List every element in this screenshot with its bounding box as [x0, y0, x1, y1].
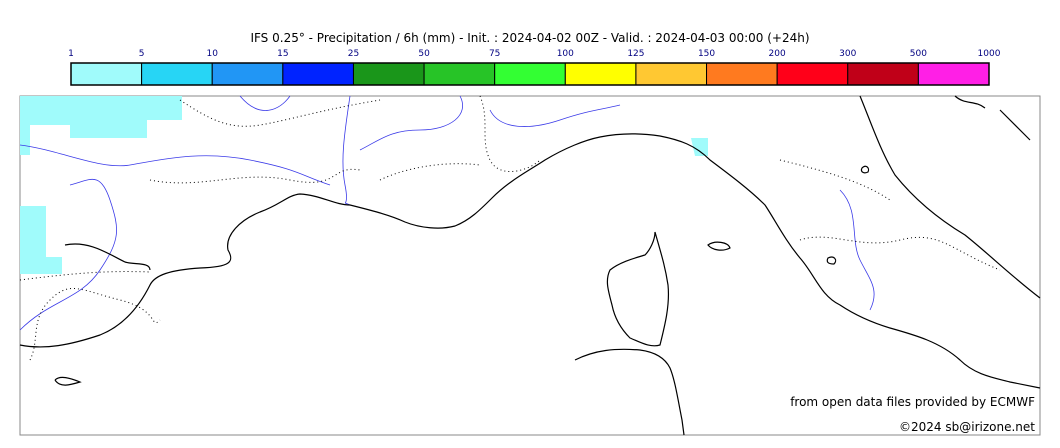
colorbar-bin: [635, 62, 708, 86]
coastlines: [19, 95, 1041, 436]
colorbar-label: 200: [769, 49, 786, 59]
colorbar-label: 15: [277, 49, 288, 59]
colorbar-bin: [352, 62, 425, 86]
colorbar: 1 5 10 15 25 50 75 100 125 150 200 300 500 1000: [68, 49, 1001, 86]
author-credit: ©2024 sb@irizone.net: [899, 420, 1035, 434]
precip-area: [20, 206, 62, 274]
source-credit: from open data files provided by ECMWF: [790, 395, 1035, 409]
colorbar-frame: [70, 62, 990, 86]
borders: [19, 95, 1001, 361]
colorbar-bin: [494, 62, 566, 86]
precip-area: [20, 96, 182, 155]
map-frame: [19, 95, 1041, 436]
colorbar-label: 75: [489, 49, 500, 59]
colorbar-bin: [282, 62, 354, 86]
colorbar-bin: [423, 62, 496, 86]
colorbar-label: 1: [68, 49, 74, 59]
precip-area: [691, 138, 708, 156]
colorbar-bin: [70, 62, 143, 86]
map: [19, 95, 1041, 436]
colorbar-label: 500: [910, 49, 927, 59]
colorbar-label: 1000: [978, 49, 1001, 59]
colorbar-label: 125: [627, 49, 644, 59]
colorbar-label: 25: [348, 49, 359, 59]
colorbar-bin: [141, 62, 213, 86]
precip-areas: [20, 96, 708, 274]
colorbar-bin: [706, 62, 778, 86]
rivers: [19, 95, 875, 331]
colorbar-bin: [847, 62, 919, 86]
colorbar-label: 300: [839, 49, 856, 59]
colorbar-bin: [211, 62, 284, 86]
colorbar-bin: [917, 62, 990, 86]
title: IFS 0.25° - Precipitation / 6h (mm) - In…: [250, 31, 809, 45]
colorbar-label: 50: [418, 49, 430, 59]
colorbar-label: 5: [139, 49, 145, 59]
colorbar-bin: [564, 62, 637, 86]
colorbar-bin: [776, 62, 849, 86]
colorbar-label: 10: [207, 49, 219, 59]
colorbar-label: 150: [698, 49, 715, 59]
colorbar-label: 100: [557, 49, 574, 59]
